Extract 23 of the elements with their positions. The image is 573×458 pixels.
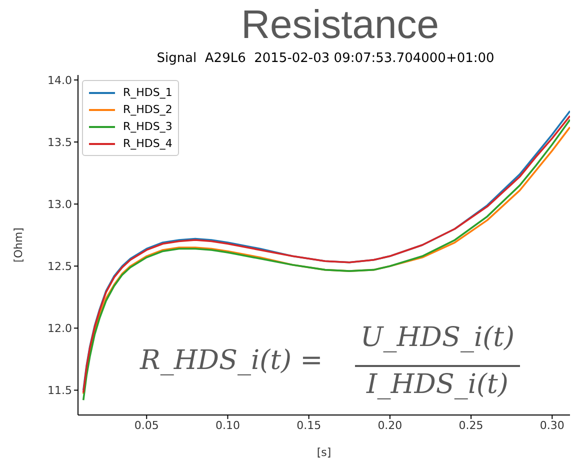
legend-label: R_HDS_3 <box>123 120 172 133</box>
x-tick-label: 0.30 <box>540 418 564 432</box>
x-tick-label: 0.10 <box>215 418 240 432</box>
y-tick-label: 12.5 <box>48 260 72 273</box>
chart-subtitle: Signal A29L6 2015-02-03 09:07:53.704000+01:00 <box>156 51 496 66</box>
y-tick-label: 13.5 <box>48 136 72 149</box>
legend-label: R_HDS_2 <box>123 103 172 116</box>
y-tick-label: 13.0 <box>48 198 72 211</box>
y-tick-label: 12.0 <box>48 322 72 336</box>
annotation: I_HDS_i(t) <box>365 369 510 400</box>
legend-label: R_HDS_4 <box>123 137 172 150</box>
x-tick-label: 0.20 <box>378 418 402 432</box>
y-tick-label: 14.0 <box>48 74 72 87</box>
x-tick-label: 0.05 <box>134 418 159 432</box>
y-axis-title: [Ohm] <box>12 228 25 262</box>
x-tick-label: 0.15 <box>296 418 322 432</box>
y-tick-label: 11.5 <box>48 384 72 398</box>
x-axis-title: [s] <box>316 446 332 458</box>
legend-label: R_HDS_1 <box>123 86 172 99</box>
x-tick-label: 0.25 <box>458 418 484 432</box>
annotation: U_HDS_i(t) <box>360 322 516 353</box>
chart-title: Resistance <box>240 2 440 48</box>
annotation: R_HDS_i(t) = <box>140 345 323 376</box>
